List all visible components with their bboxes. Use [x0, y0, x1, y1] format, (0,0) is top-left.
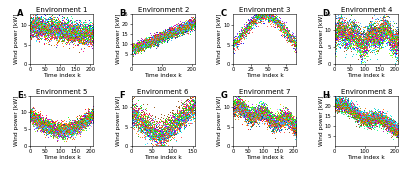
Y-axis label: Wind power [kW]: Wind power [kW]	[217, 96, 222, 146]
Title: Environment 6: Environment 6	[138, 89, 189, 95]
Text: G: G	[220, 91, 227, 99]
X-axis label: Time index k: Time index k	[144, 155, 182, 160]
Text: C: C	[220, 8, 226, 18]
X-axis label: Time index k: Time index k	[144, 73, 182, 78]
Text: H: H	[322, 91, 329, 99]
Y-axis label: Wind power [kW]: Wind power [kW]	[14, 96, 19, 146]
X-axis label: Time index k: Time index k	[43, 73, 80, 78]
X-axis label: Time index k: Time index k	[348, 155, 385, 160]
Text: D: D	[322, 8, 329, 18]
Title: Environment 8: Environment 8	[340, 89, 392, 95]
Title: Environment 2: Environment 2	[138, 6, 189, 13]
Title: Environment 5: Environment 5	[36, 89, 88, 95]
X-axis label: Time index k: Time index k	[246, 155, 284, 160]
X-axis label: Time index k: Time index k	[246, 73, 284, 78]
Text: B: B	[119, 8, 125, 18]
Title: Environment 1: Environment 1	[36, 6, 88, 13]
Title: Environment 4: Environment 4	[340, 6, 392, 13]
Y-axis label: Wind power [kW]: Wind power [kW]	[14, 14, 19, 64]
Y-axis label: Wind power [kW]: Wind power [kW]	[319, 96, 324, 146]
Title: Environment 3: Environment 3	[239, 6, 290, 13]
Text: A: A	[17, 8, 24, 18]
X-axis label: Time index k: Time index k	[348, 73, 385, 78]
Y-axis label: Wind power [kW]: Wind power [kW]	[116, 14, 121, 64]
X-axis label: Time index k: Time index k	[43, 155, 80, 160]
Text: F: F	[119, 91, 124, 99]
Title: Environment 7: Environment 7	[239, 89, 290, 95]
Y-axis label: Wind power [kW]: Wind power [kW]	[319, 14, 324, 64]
Y-axis label: Wind power [kW]: Wind power [kW]	[217, 14, 222, 64]
Y-axis label: Wind power [kW]: Wind power [kW]	[116, 96, 121, 146]
Text: E: E	[17, 91, 23, 99]
